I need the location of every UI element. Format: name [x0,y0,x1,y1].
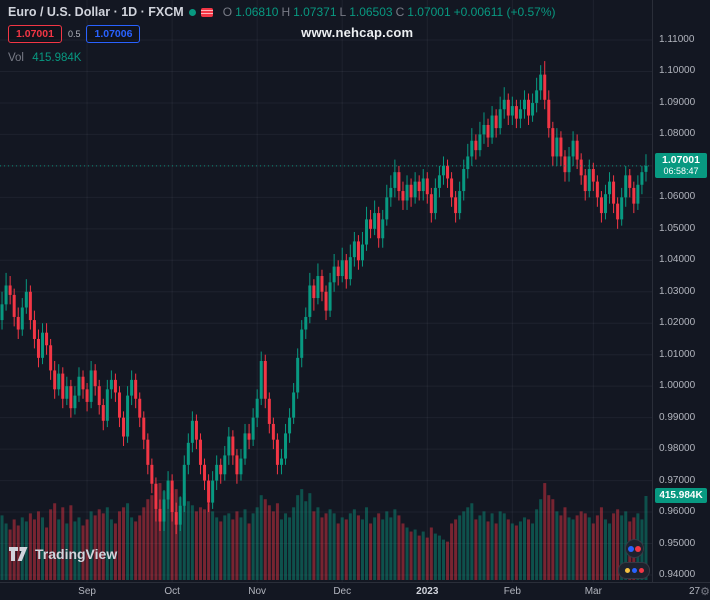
tradingview-logo-icon [9,546,28,561]
open-value: 1.06810 [235,5,279,19]
volume-legend-label: Vol [8,52,24,64]
price-tick-label: 0.96000 [659,506,696,518]
price-tick-label: 1.09000 [659,96,696,108]
red-dot-icon [638,568,644,573]
low-value: 1.06503 [349,5,393,19]
time-tick-label: Feb [503,586,521,597]
price-tick-label: 1.01000 [659,348,696,360]
price-tick-label: 1.04000 [659,254,696,266]
gold-dot-icon [624,568,630,573]
volume-legend: Vol 415.984K [8,52,556,64]
floating-widgets [618,539,650,579]
ohlc-values: O 1.06810 H 1.07371 L 1.06503 C 1.07001 … [223,5,556,19]
time-tick-label: 27 [689,586,701,597]
volume-axis-label: 415.984K [655,488,707,503]
volume-legend-value: 415.984K [32,52,82,64]
watermark-text: www.nehcap.com [301,25,414,40]
price-tick-label: 1.10000 [659,65,696,77]
blue-dot-icon [631,568,637,573]
price-tick-label: 0.98000 [659,443,696,455]
price-tick-label: 1.00000 [659,380,696,392]
price-tick-label: 1.11000 [659,34,695,45]
tradingview-logo-text: TradingView [35,546,118,562]
high-value: 1.07371 [293,5,337,19]
close-value: 1.07001 [407,5,451,19]
time-tick-label: Nov [248,586,267,597]
red-flag-icon [634,545,641,552]
flags-widget-icon[interactable] [624,539,644,558]
time-axis[interactable]: Sep Oct Nov Dec 2023 Feb Mar 27 [0,582,710,600]
change-value: +0.00611 (+0.57%) [453,5,556,19]
close-label: C [395,5,405,19]
price-tick-label: 1.06000 [659,191,696,203]
bar-countdown: 06:58:47 [663,165,699,176]
sell-button[interactable]: 1.07001 [8,25,62,43]
price-tick-label: 0.97000 [659,474,696,486]
time-tick-label: 2023 [416,586,439,597]
tradingview-logo[interactable]: TradingView [9,546,117,562]
chart-style-icon[interactable] [200,7,213,17]
settings-gear-icon[interactable]: ⚙ [700,586,710,598]
reactions-widget-icon[interactable] [618,562,650,579]
high-label: H [281,5,291,19]
price-tick-label: 0.99000 [659,411,696,423]
last-price-value: 1.07001 [662,153,700,166]
candlestick-chart[interactable] [0,0,652,582]
symbol-title[interactable]: Euro / U.S. Dollar · 1D · FXCM [8,5,184,19]
blue-flag-icon [627,545,634,552]
price-tick-label: 1.05000 [659,222,696,234]
time-tick-label: Dec [333,586,352,597]
price-tick-label: 1.08000 [659,128,696,140]
market-status-dot-icon [188,8,196,16]
price-tick-label: 1.02000 [659,317,696,329]
spread-value: 0.5 [67,29,81,39]
price-tick-label: 0.95000 [659,537,696,549]
price-tick-label: 1.03000 [659,285,696,297]
time-tick-label: Mar [584,586,602,597]
axis-corner: ⚙ [653,583,710,600]
time-tick-label: Sep [78,586,96,597]
low-label: L [339,5,347,19]
open-label: O [222,5,233,19]
price-tick-label: 0.94000 [659,569,696,580]
chart-legend: Euro / U.S. Dollar · 1D · FXCM O 1.06810… [8,5,556,64]
time-tick-label: Oct [164,586,180,597]
buy-button[interactable]: 1.07006 [86,25,141,43]
last-price-label: 1.07001 06:58:47 [655,152,707,178]
price-axis[interactable]: 1.07001 06:58:47 415.984K 0.94000 0.95000… [652,0,710,582]
